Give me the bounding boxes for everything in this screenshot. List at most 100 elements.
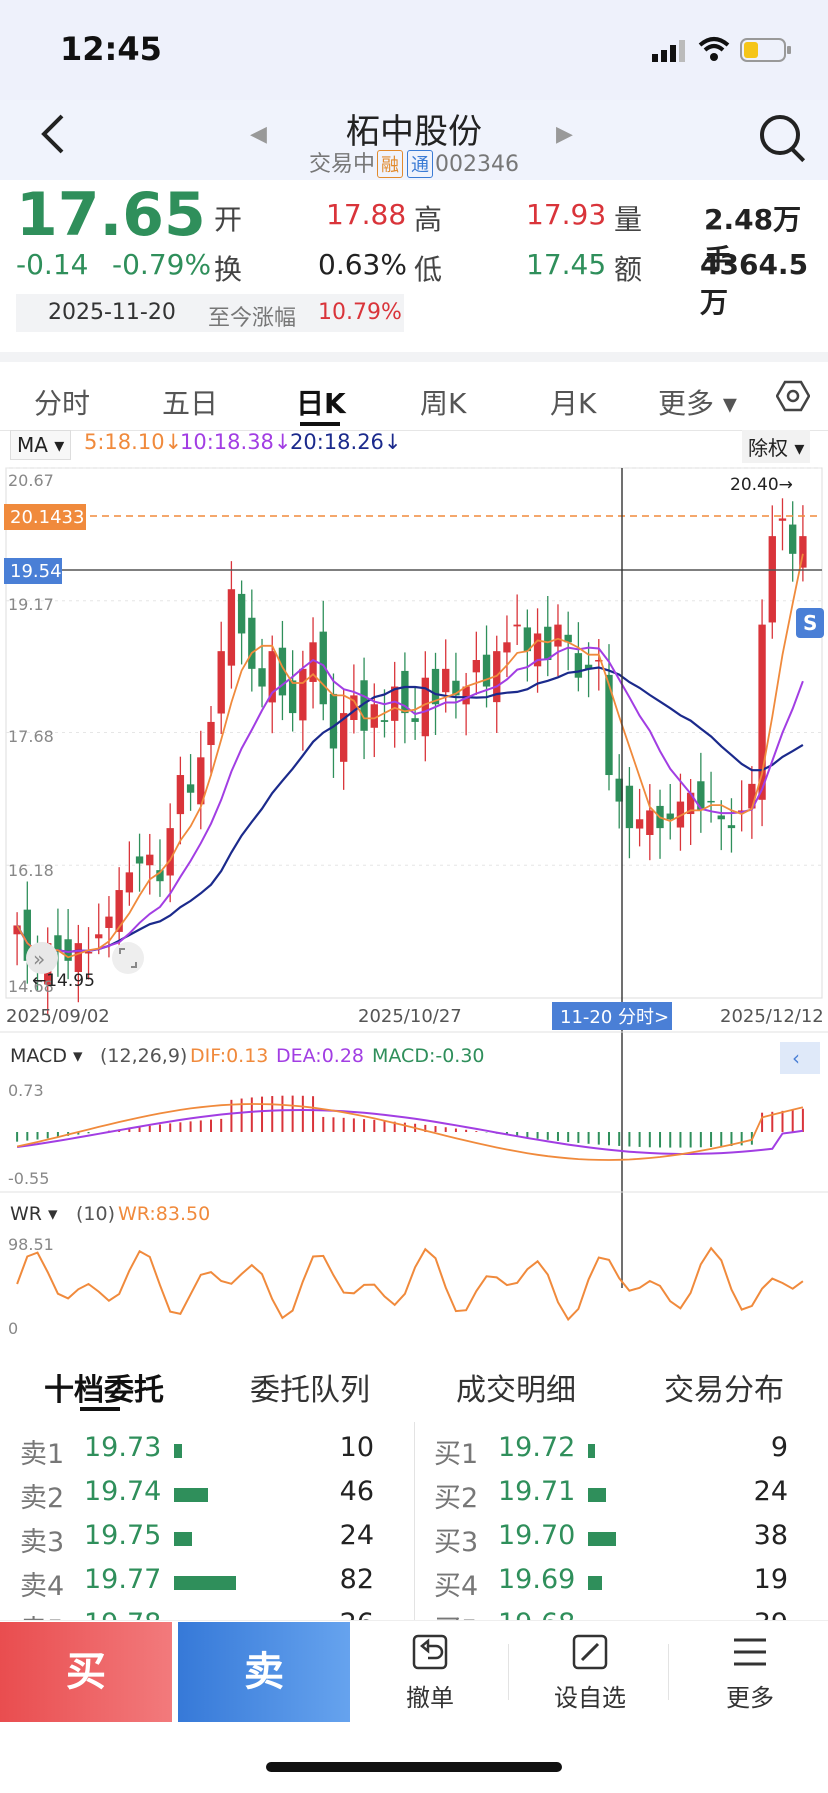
- candle-body: [717, 815, 725, 820]
- bid-row[interactable]: 买3 19.70 38: [414, 1520, 808, 1560]
- tab-order-book[interactable]: 十档委托: [44, 1373, 164, 1408]
- candle-body: [146, 854, 154, 866]
- connect-badge: 通: [407, 150, 434, 178]
- ask-row[interactable]: 卖3 19.75 24: [0, 1520, 394, 1560]
- order-book: 卖1 19.73 10 卖2 19.74 46 卖3 19.75 24 卖4 19.77 82 卖5 19…: [0, 1422, 828, 1620]
- candle-body: [74, 943, 83, 972]
- ask-row[interactable]: 卖1 19.73 10: [0, 1432, 394, 1472]
- next-stock-icon[interactable]: ▶: [556, 122, 573, 147]
- settings-icon[interactable]: [775, 380, 811, 416]
- battery-icon: [740, 38, 792, 66]
- back-icon[interactable]: [38, 112, 68, 167]
- tab-monthly-k[interactable]: 月K: [550, 387, 597, 420]
- buy-button[interactable]: 买: [0, 1622, 172, 1722]
- fullscreen-glyph: [119, 948, 137, 968]
- candle-body: [789, 524, 797, 554]
- ask-row[interactable]: 卖4 19.77 82: [0, 1564, 394, 1604]
- status-time: 12:45: [60, 30, 162, 68]
- tab-weekly-k[interactable]: 周K: [420, 387, 467, 420]
- add-watchlist-label: 设自选: [554, 1684, 626, 1712]
- expand-left-icon[interactable]: [26, 942, 58, 974]
- price-change-pct: -0.79%: [112, 248, 212, 281]
- candle-body: [248, 617, 256, 669]
- bid-quantity: 9: [770, 1432, 788, 1463]
- bid-row[interactable]: 买1 19.72 9: [414, 1432, 808, 1472]
- bid-price: 19.69: [498, 1564, 576, 1595]
- bid-row[interactable]: 买4 19.69 19: [414, 1564, 808, 1604]
- tab-order-queue[interactable]: 委托队列: [250, 1373, 370, 1408]
- macd-top: 0.73: [8, 1081, 44, 1100]
- nav-bar: [0, 100, 828, 180]
- last-price: 17.65: [16, 180, 206, 250]
- macd-selector[interactable]: MACD ▾: [10, 1045, 83, 1067]
- active-tab-underline: [300, 422, 340, 426]
- tab-intraday[interactable]: 分时: [34, 387, 91, 420]
- macd-bottom: -0.55: [8, 1169, 49, 1188]
- tab-five-day[interactable]: 五日: [162, 387, 219, 420]
- wr-selector[interactable]: WR ▾: [10, 1203, 58, 1225]
- candle-body: [727, 825, 736, 829]
- bid-level-label: 买4: [434, 1571, 479, 1602]
- candle-body: [401, 670, 409, 714]
- candle-body: [105, 916, 113, 928]
- prev-stock-icon[interactable]: ◀: [250, 122, 267, 147]
- tab-trade-distribution[interactable]: 交易分布: [664, 1373, 784, 1408]
- tab-daily-k[interactable]: 日K: [296, 387, 346, 420]
- candle-body: [176, 775, 185, 815]
- stock-name: 柘中股份: [346, 112, 482, 152]
- candle-body: [54, 935, 62, 952]
- cursor-date-tag[interactable]: [552, 1002, 672, 1030]
- macd-params: (12,26,9): [100, 1045, 187, 1067]
- dashed-price-tag: [4, 504, 86, 530]
- candle-body: [676, 801, 685, 828]
- tab-more[interactable]: 更多 ▾: [658, 387, 737, 420]
- candle-body: [380, 720, 389, 722]
- ask-level-label: 卖1: [20, 1439, 65, 1470]
- low-value: 17.45: [526, 248, 607, 281]
- ma20-value: 20:18.26↓: [290, 430, 402, 454]
- bid-row[interactable]: 买2 19.71 24: [414, 1476, 808, 1516]
- bid-row[interactable]: 买5 19.68 39: [414, 1608, 808, 1620]
- tab-trade-details[interactable]: 成交明细: [456, 1373, 576, 1408]
- ask-row[interactable]: 卖5 19.78 26: [0, 1608, 394, 1620]
- dashed-price-label: 20.1433: [10, 507, 84, 528]
- search-icon[interactable]: [760, 115, 800, 155]
- candle-body: [217, 651, 225, 714]
- amount-value: 4364.5万: [700, 248, 809, 319]
- open-value: 17.88: [326, 198, 407, 231]
- kline-chart[interactable]: 20.1433 19.54 20.67 19.17 17.68 16.18 14…: [0, 420, 828, 1350]
- ask-row[interactable]: 卖2 19.74 46: [0, 1476, 394, 1516]
- ask-depth-bar: [174, 1532, 192, 1546]
- more-button[interactable]: 更多: [690, 1632, 810, 1713]
- ask-level-label: 卖3: [20, 1527, 65, 1558]
- candle-body: [544, 626, 552, 661]
- macd-dif: DIF:0.13: [190, 1045, 268, 1067]
- ask-depth-bar: [174, 1576, 236, 1590]
- candle-body: [462, 686, 470, 705]
- candle-body: [472, 660, 481, 673]
- candle-body: [299, 668, 307, 721]
- high-label: 高: [414, 203, 443, 236]
- add-watchlist-button[interactable]: 设自选: [530, 1632, 650, 1713]
- ask-quantity: 26: [340, 1608, 374, 1620]
- fullscreen-icon[interactable]: [112, 942, 144, 974]
- sell-signal-badge[interactable]: [796, 608, 824, 638]
- low-label: 低: [414, 253, 443, 286]
- ask-quantity: 46: [339, 1476, 374, 1507]
- cross-price-tag: [4, 558, 62, 584]
- candle-body: [615, 778, 623, 802]
- candle-body: [554, 624, 562, 647]
- candle-body: [605, 674, 613, 776]
- since-value: 10.79%: [318, 300, 402, 325]
- candle-body: [23, 909, 31, 961]
- cancel-order-button[interactable]: 撤单: [370, 1632, 490, 1713]
- adjust-selector[interactable]: 除权 ▾: [742, 430, 811, 463]
- candle-body: [686, 792, 695, 815]
- candle-body: [513, 624, 521, 627]
- ma10-value: 10:18.38↓: [180, 430, 292, 454]
- ask-level-label: 卖4: [20, 1571, 65, 1602]
- ma-selector[interactable]: MA ▾: [10, 430, 72, 460]
- sell-button[interactable]: 卖: [178, 1622, 350, 1722]
- collapse-panel-icon[interactable]: [780, 1042, 820, 1074]
- candle-body: [227, 589, 236, 666]
